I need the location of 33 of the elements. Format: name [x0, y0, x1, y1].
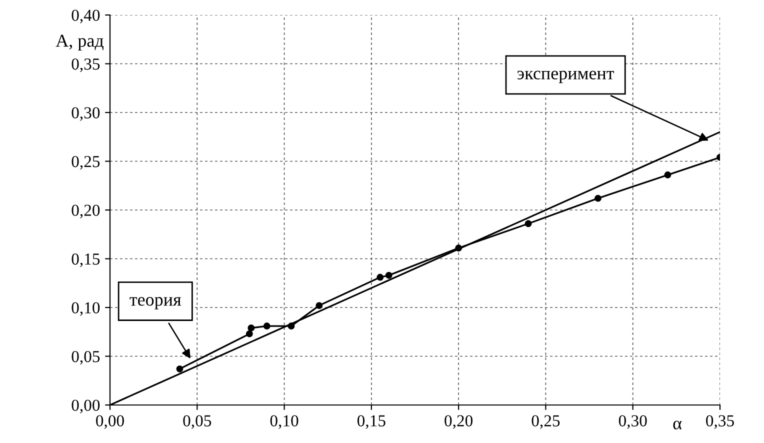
point	[385, 272, 392, 279]
x-tick-label: 0,00	[96, 415, 124, 429]
point	[176, 365, 184, 372]
point	[455, 244, 462, 252]
x-tick-label: 0,35	[706, 415, 734, 429]
x-tick-label: 0,20	[444, 415, 473, 429]
point	[248, 324, 255, 332]
y-axis-title: А, рад	[56, 34, 104, 50]
point	[288, 322, 295, 330]
y-tick-label: 0,25	[72, 156, 100, 170]
y-tick-label: 0,20	[72, 204, 100, 218]
point	[376, 274, 384, 281]
y-tick-label: 0,00	[72, 400, 100, 414]
point	[664, 171, 672, 178]
point	[524, 220, 532, 228]
y-tick-label: 0,35	[72, 58, 100, 72]
y-tick-label: 0,30	[72, 107, 100, 121]
point	[246, 330, 253, 338]
x-axis-title: α	[673, 420, 682, 430]
point	[594, 194, 602, 202]
y-tick-label: 0,40	[72, 10, 100, 24]
y-tick-label: 0,10	[72, 302, 100, 316]
x-tick-label: 0,30	[618, 415, 647, 429]
x-tick-label: 0,10	[270, 415, 298, 429]
annotation: эксперимент	[517, 70, 614, 84]
x-tick-label: 0,15	[357, 415, 386, 429]
point	[263, 322, 270, 330]
x-tick-label: 0,25	[532, 415, 560, 429]
annotation: теория	[130, 297, 182, 310]
y-tick-label: 0,15	[72, 253, 100, 268]
point	[316, 302, 323, 310]
x-tick-label: 0,05	[183, 415, 212, 429]
y-tick-label: 0,05	[72, 350, 100, 365]
